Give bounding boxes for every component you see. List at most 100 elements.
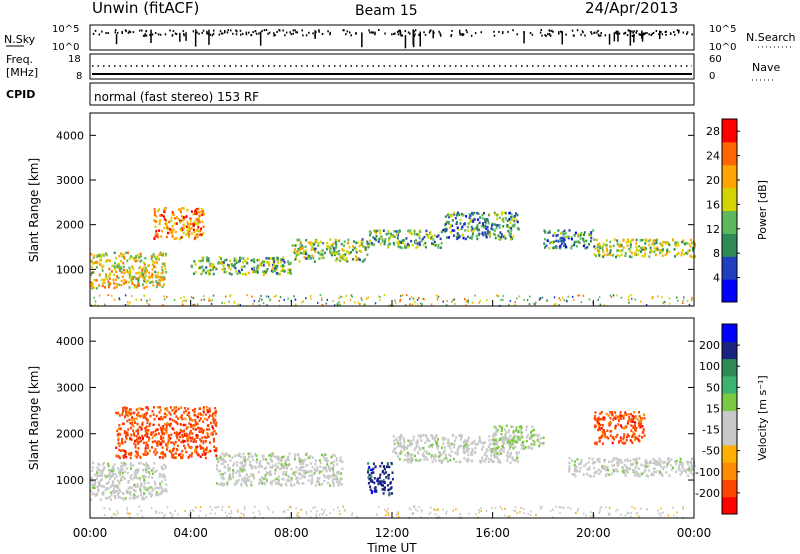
data-cell (311, 466, 314, 469)
data-cell (552, 508, 554, 511)
data-cell (191, 452, 193, 455)
data-cell (470, 218, 473, 222)
data-cell (299, 242, 302, 245)
nsky-point (493, 30, 495, 33)
data-cell (280, 260, 283, 264)
data-cell (370, 241, 373, 245)
data-cell (135, 255, 138, 258)
data-cell (153, 255, 156, 258)
data-cell (139, 266, 141, 269)
nsky-point (571, 29, 574, 32)
data-cell (323, 458, 326, 462)
data-cell (120, 252, 122, 255)
nsky-point (451, 29, 453, 32)
data-cell (332, 469, 335, 473)
data-cell (184, 417, 187, 421)
data-cell (154, 220, 157, 223)
data-cell (125, 463, 128, 466)
data-cell (226, 263, 229, 267)
colorbar-segment (722, 210, 737, 234)
data-cell (496, 214, 498, 217)
data-cell (187, 443, 190, 446)
data-cell (143, 263, 146, 266)
data-cell (131, 416, 134, 419)
data-cell (612, 458, 615, 461)
colorbar-tick-label: 28 (706, 125, 720, 138)
data-cell (337, 470, 340, 473)
data-cell (281, 265, 284, 269)
data-cell (637, 438, 640, 441)
data-cell (490, 454, 493, 457)
data-cell (501, 426, 504, 429)
data-cell (612, 244, 615, 248)
data-cell (112, 465, 115, 469)
data-cell (418, 236, 421, 240)
data-cell (367, 476, 370, 479)
data-cell (466, 225, 469, 229)
data-cell (589, 239, 592, 243)
data-cell (161, 487, 163, 490)
data-cell (144, 468, 147, 471)
data-cell (523, 447, 526, 450)
data-cell (244, 506, 246, 508)
data-cell (92, 466, 95, 469)
velocity-x-ticks: 00:00 04:00 08:00 12:00 16:00 20:00 00:00 (73, 300, 711, 540)
data-cell (434, 438, 437, 442)
data-cell (151, 489, 154, 492)
y-tick-label: 1000 (56, 474, 84, 487)
data-cell (643, 471, 646, 474)
data-cell (619, 417, 622, 420)
data-cell (194, 428, 197, 431)
data-cell (638, 421, 641, 425)
data-cell (682, 299, 684, 302)
data-cell (430, 236, 433, 239)
data-cell (453, 439, 456, 442)
data-cell (463, 440, 466, 444)
data-cell (258, 462, 261, 465)
data-cell (106, 259, 109, 262)
nsky-point (139, 29, 141, 32)
data-cell (437, 515, 440, 518)
data-cell (411, 459, 414, 462)
data-cell (287, 455, 290, 459)
data-cell (120, 467, 123, 471)
data-cell (397, 441, 400, 445)
data-cell (453, 213, 456, 216)
data-cell (236, 272, 239, 275)
data-cell (190, 226, 193, 230)
data-cell (689, 461, 692, 464)
data-cell (187, 222, 189, 226)
data-cell (178, 453, 180, 457)
data-cell (141, 498, 144, 501)
nsky-point (235, 29, 237, 32)
nsky-point (523, 31, 525, 34)
nsky-point (285, 31, 288, 34)
data-cell (454, 216, 457, 220)
data-cell (607, 512, 610, 515)
data-cell (269, 257, 272, 260)
data-cell (606, 436, 609, 439)
data-cell (196, 220, 199, 224)
data-cell (425, 229, 428, 233)
data-cell (306, 452, 309, 455)
data-cell (153, 434, 156, 437)
data-cell (493, 229, 496, 232)
data-cell (434, 459, 437, 463)
data-cell (243, 478, 246, 482)
data-cell (121, 475, 124, 478)
data-cell (112, 490, 114, 493)
data-cell (196, 233, 199, 236)
data-cell (325, 302, 327, 305)
data-cell (605, 239, 608, 242)
data-cell (637, 249, 640, 252)
data-cell (302, 465, 305, 469)
data-cell (497, 453, 500, 456)
data-cell (330, 253, 333, 257)
data-cell (276, 258, 279, 262)
data-cell (134, 256, 137, 259)
data-cell (638, 423, 641, 426)
data-cell (318, 472, 321, 475)
data-cell (444, 453, 447, 456)
